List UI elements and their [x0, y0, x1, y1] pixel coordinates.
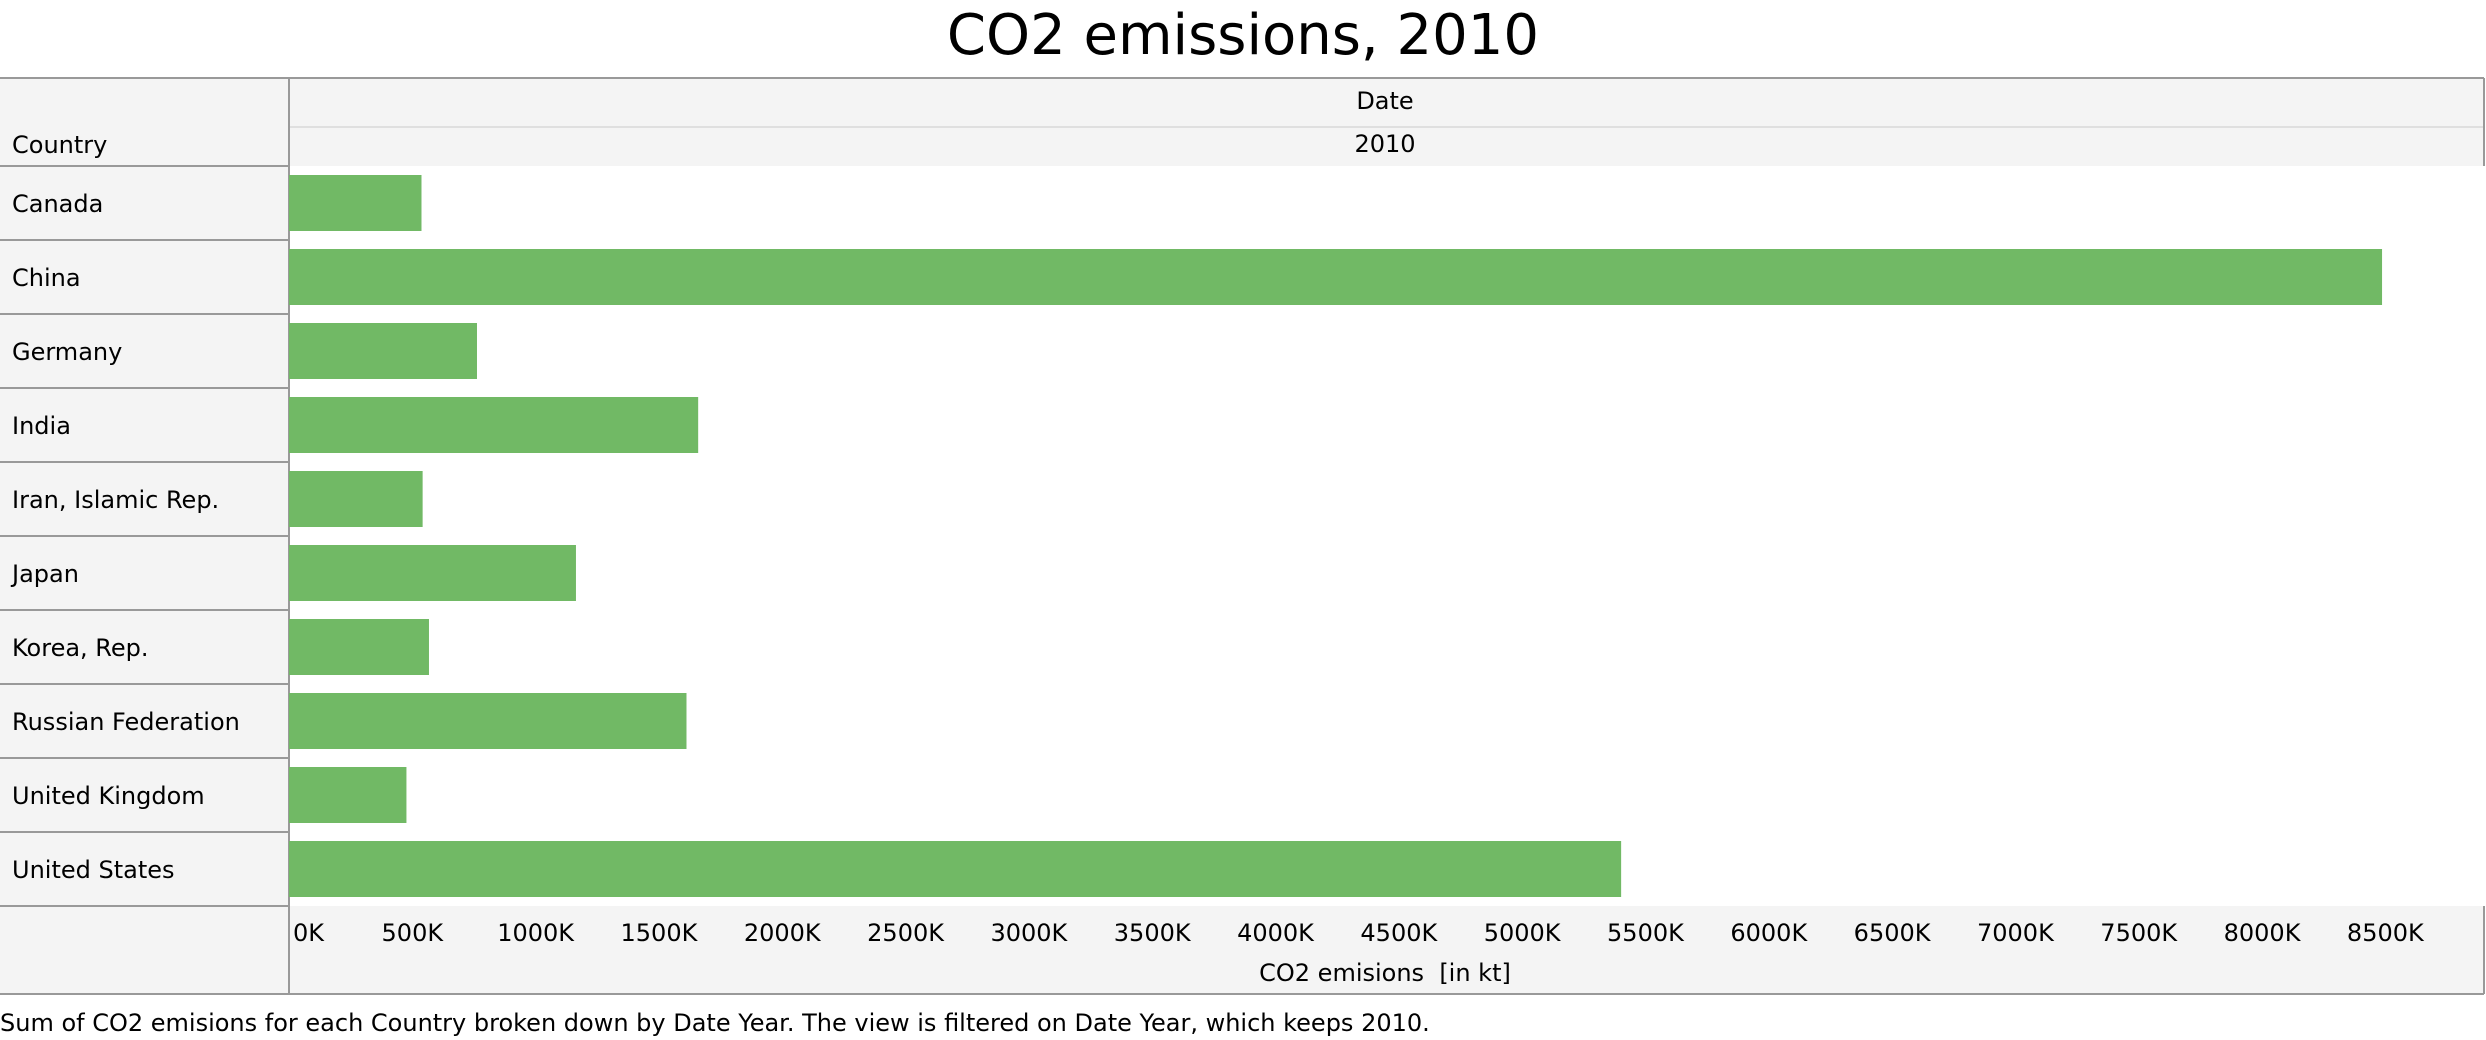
- x-tick-label: 1500K: [621, 919, 699, 947]
- bars: [289, 175, 2383, 897]
- chart-title: CO2 emissions, 2010: [946, 3, 1540, 68]
- x-tick-label: 7000K: [1977, 919, 2055, 947]
- x-axis-label: CO2 emisions [in kt]: [1259, 959, 1511, 987]
- x-tick-label: 3000K: [990, 919, 1068, 947]
- bar: [289, 249, 2383, 305]
- x-tick-label: 2500K: [867, 919, 945, 947]
- x-tick-label: 7500K: [2100, 919, 2178, 947]
- x-tick-label: 1000K: [497, 919, 575, 947]
- bar-chart: Country Date 2010 Canada China Germany Indi…: [0, 77, 2485, 995]
- bar: [289, 693, 687, 749]
- row-label: United States: [12, 856, 175, 884]
- bar: [289, 175, 422, 231]
- chart-caption: Sum of CO2 emisions for each Country bro…: [0, 1009, 1430, 1037]
- x-tick-label: 6500K: [1854, 919, 1932, 947]
- column-header-date: Date: [1356, 87, 1413, 115]
- column-header-cell: [289, 78, 2484, 166]
- x-tick-label: 500K: [382, 919, 445, 947]
- row-header-country: Country: [12, 131, 107, 159]
- bar: [289, 397, 699, 453]
- row-label: Russian Federation: [12, 708, 240, 736]
- bar: [289, 619, 429, 675]
- row-label: Korea, Rep.: [12, 634, 149, 662]
- row-label: United Kingdom: [12, 782, 205, 810]
- row-header-cell: [0, 78, 288, 166]
- row-label: China: [12, 264, 81, 292]
- bar: [289, 841, 1622, 897]
- axis-corner-cell: [0, 906, 288, 994]
- bar: [289, 545, 576, 601]
- x-tick-label: 5500K: [1607, 919, 1685, 947]
- x-axis-panel: [289, 906, 2484, 994]
- row-label: Iran, Islamic Rep.: [12, 486, 219, 514]
- bar: [289, 471, 423, 527]
- x-tick-label: 4500K: [1360, 919, 1438, 947]
- rows: Canada China Germany India Iran, Islamic Rep…: [0, 165, 288, 907]
- x-tick-label: 0K: [293, 919, 325, 947]
- row-label: Germany: [12, 338, 122, 366]
- bar: [289, 767, 407, 823]
- bar: [289, 323, 477, 379]
- x-axis-ticks: 0K 500K 1000K 1500K 2000K 2500K 3000K 3500K 4000…: [293, 919, 2425, 947]
- row-label: India: [12, 412, 71, 440]
- row-label: Canada: [12, 190, 103, 218]
- x-tick-label: 5000K: [1484, 919, 1562, 947]
- row-label: Japan: [10, 560, 79, 588]
- x-tick-label: 8000K: [2224, 919, 2302, 947]
- column-header-year: 2010: [1354, 130, 1415, 158]
- x-tick-label: 4000K: [1237, 919, 1315, 947]
- x-tick-label: 2000K: [744, 919, 822, 947]
- x-tick-label: 6000K: [1730, 919, 1808, 947]
- x-tick-label: 8500K: [2347, 919, 2425, 947]
- x-tick-label: 3500K: [1114, 919, 1192, 947]
